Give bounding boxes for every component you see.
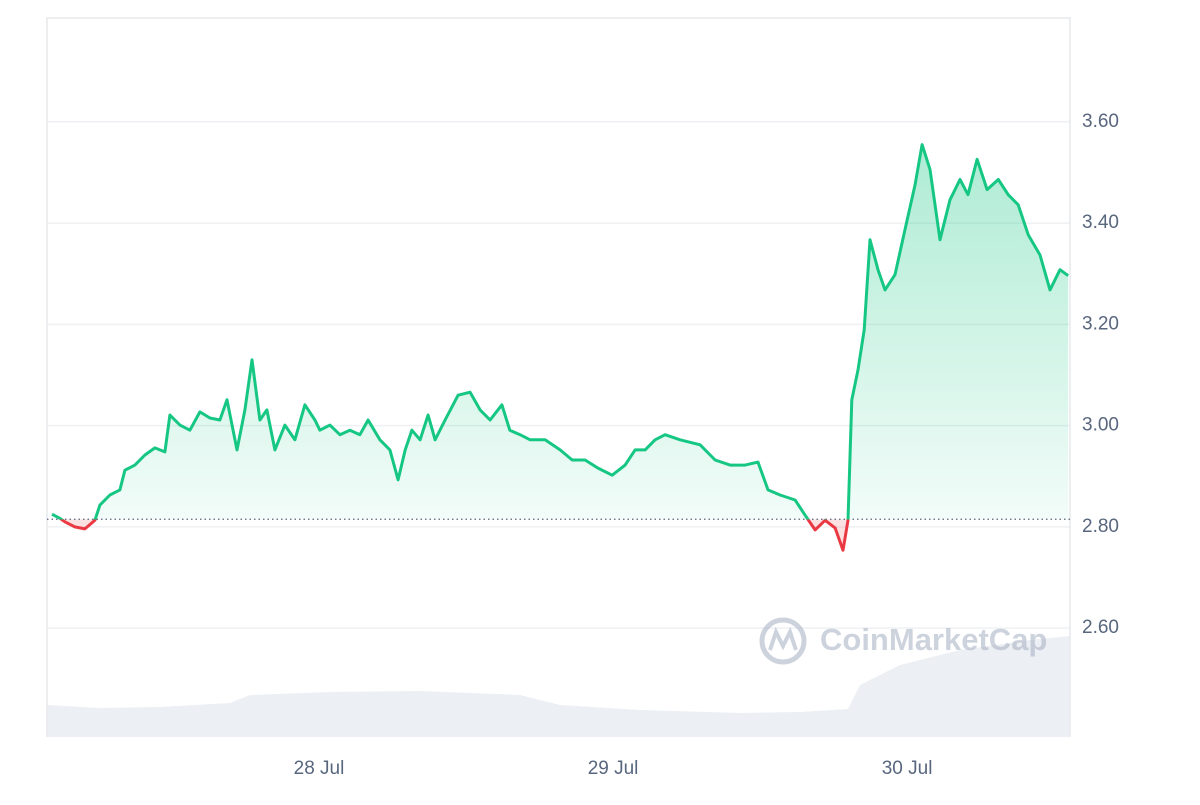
x-tick-label: 29 Jul	[588, 758, 639, 779]
y-tick-label: 3.00	[1082, 415, 1119, 436]
y-tick-label: 3.20	[1082, 313, 1119, 334]
watermark: CoinMarketCap	[759, 617, 1047, 665]
volume-area	[47, 636, 1070, 737]
y-tick-label: 2.60	[1082, 617, 1119, 638]
price-line	[51, 143, 1070, 552]
x-tick-label: 30 Jul	[882, 758, 933, 779]
watermark-text: CoinMarketCap	[820, 622, 1047, 657]
price-area-up	[51, 144, 1069, 520]
y-tick-label: 2.80	[1082, 516, 1119, 537]
y-tick-label: 3.60	[1082, 111, 1119, 132]
y-tick-label: 3.40	[1082, 212, 1119, 233]
plot-frame	[46, 17, 1071, 737]
x-tick-label: 28 Jul	[294, 758, 345, 779]
